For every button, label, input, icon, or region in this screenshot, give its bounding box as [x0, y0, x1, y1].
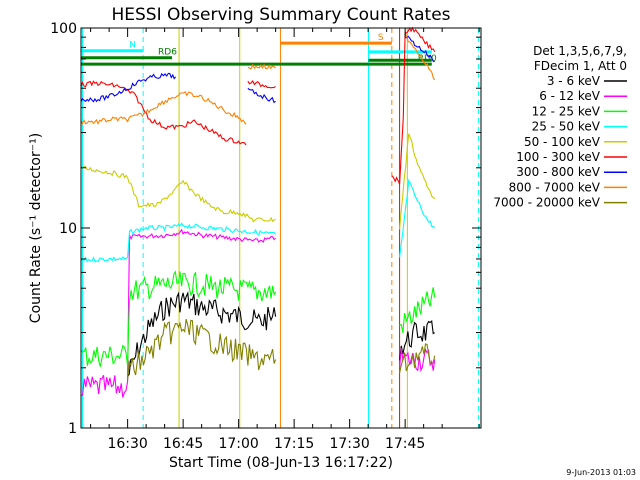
- legend-label-8: 7000 - 20000 keV: [493, 196, 600, 210]
- x-tick-label-2: 17:00: [218, 436, 258, 452]
- state-bar-label-2: RD6: [158, 48, 177, 58]
- series-line-4-1: [399, 133, 436, 230]
- legend-label-6: 300 - 800 keV: [516, 165, 600, 179]
- series-line-1-0: [80, 228, 276, 398]
- x-tick-label-0: 16:30: [107, 436, 147, 452]
- y-tick-label-0: 1: [68, 421, 77, 437]
- series-line-0-1: [399, 320, 435, 361]
- series-line-6-1: [247, 87, 276, 104]
- legend: Det 1,3,5,6,7,9, FDecim 1, Att 0 3 - 6 k…: [493, 44, 627, 210]
- legend-label-1: 6 - 12 keV: [539, 89, 601, 103]
- state-bar-label-3: S: [378, 33, 384, 43]
- state-bar-label-0: N: [129, 41, 136, 51]
- series-lines: [80, 26, 436, 398]
- x-tick-label-1: 16:45: [163, 436, 203, 452]
- footer-date: 9-Jun-2013 01:03: [566, 468, 636, 477]
- x-tick-label-4: 17:30: [329, 436, 369, 452]
- series-line-0-0: [127, 291, 277, 378]
- legend-label-7: 800 - 7000 keV: [509, 180, 601, 194]
- legend-label-5: 100 - 300 keV: [516, 150, 600, 164]
- legend-label-4: 50 - 100 keV: [524, 135, 601, 149]
- series-line-8-0: [127, 318, 277, 380]
- series-line-6-2: [404, 35, 435, 63]
- series-line-6-0: [80, 72, 177, 103]
- marker-lines: [81, 28, 479, 428]
- series-line-4-0: [80, 165, 276, 223]
- series-line-3-0: [80, 222, 277, 263]
- legend-label-2: 12 - 25 keV: [532, 104, 601, 118]
- legend-title-line-2: FDecim 1, Att 0: [534, 59, 627, 73]
- series-line-5-1: [247, 80, 276, 89]
- y-tick-label-1: 10: [59, 221, 77, 237]
- legend-title-line-1: Det 1,3,5,6,7,9,: [533, 44, 627, 58]
- x-tick-label-5: 17:45: [385, 436, 425, 452]
- state-bars: NRD0RD6S: [81, 33, 437, 66]
- series-line-8-1: [399, 343, 436, 374]
- legend-label-3: 25 - 50 keV: [532, 120, 601, 134]
- series-line-2-0: [80, 270, 277, 367]
- series-line-5-0: [80, 80, 247, 146]
- y-axis-label: Count Rate (s⁻¹ detector⁻¹): [28, 133, 44, 323]
- axes: 16:30 16:45 17:00 17:15 17:30 17:45 1 10 100: [50, 21, 482, 452]
- chart-title: HESSI Observing Summary Count Rates: [111, 5, 450, 25]
- legend-label-0: 3 - 6 keV: [547, 74, 601, 88]
- x-axis-label: Start Time (08-Jun-13 16:17:22): [169, 455, 393, 471]
- x-tick-label-3: 17:15: [274, 436, 314, 452]
- series-line-7-1: [247, 63, 276, 70]
- y-tick-label-2: 100: [50, 21, 77, 37]
- series-line-7-0: [80, 90, 247, 125]
- series-line-2-1: [399, 287, 436, 333]
- series-line-7-2: [404, 33, 436, 81]
- series-line-3-1: [399, 178, 436, 258]
